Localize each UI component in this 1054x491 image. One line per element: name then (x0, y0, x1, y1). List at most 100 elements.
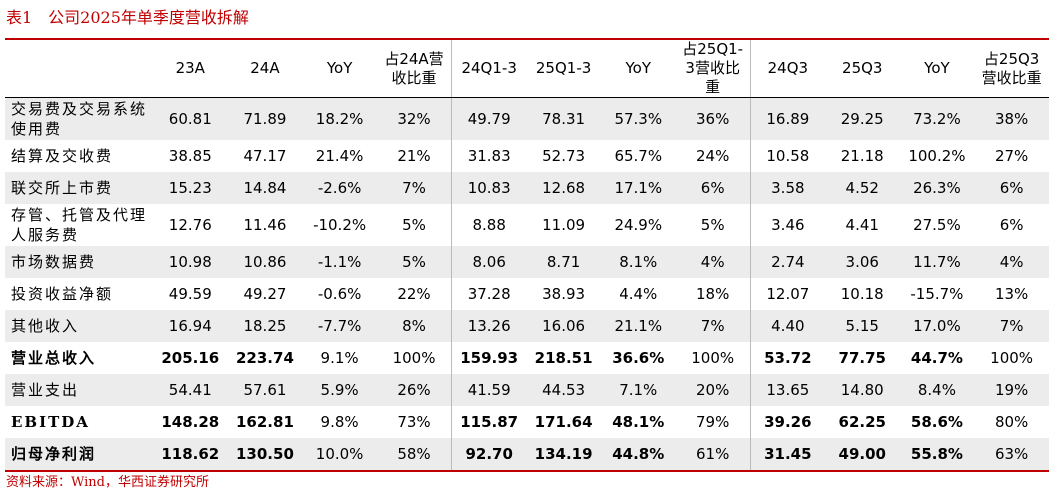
value-cell: 10.58 (766, 147, 810, 165)
value-cell: 49.79 (451, 97, 527, 140)
value-cell: 11.7% (899, 246, 975, 278)
value-cell: -1.1% (302, 246, 377, 278)
column-header: 24Q1-3 (451, 39, 527, 98)
value-cell: 11.46 (243, 216, 287, 234)
table-title: 表1 公司2025年单季度营收拆解 (6, 8, 249, 27)
value-cell: 4.4% (619, 285, 658, 303)
value-cell: 8.71 (526, 246, 601, 278)
value-cell: 7.1% (600, 374, 676, 406)
column-header: 占25Q3营收比重 (974, 39, 1049, 98)
value-cell: 3.58 (750, 172, 825, 204)
row-label: 结算及交收费 (11, 147, 114, 165)
table-row: 其他收入 16.94 18.25 -7.7% 8% 13.26 16.06 21.1% 7% 4.… (5, 310, 1049, 342)
value-cell: 78.31 (526, 97, 601, 140)
value-cell: 73.2% (899, 97, 975, 140)
value-cell: 3.46 (771, 216, 805, 234)
row-label: 市场数据费 (5, 246, 153, 278)
value-cell: 58.6% (910, 413, 963, 431)
value-cell: 171.64 (534, 413, 593, 431)
value-cell: 130.50 (227, 438, 303, 471)
value-cell: 20% (675, 374, 751, 406)
value-cell: -10.2% (313, 216, 367, 234)
column-header: YoY (302, 39, 377, 98)
row-label: 交易费及交易系统使用费 (5, 97, 153, 140)
value-cell: 8% (376, 310, 453, 342)
value-cell: 2.74 (750, 246, 825, 278)
value-cell: 100% (376, 342, 453, 374)
value-cell: 80% (994, 413, 1029, 431)
value-cell: 39.26 (764, 413, 812, 431)
value-cell: 10.83 (451, 172, 527, 204)
value-cell: 36% (675, 97, 751, 140)
column-header (5, 39, 153, 98)
table-row: EBITDA 148.28 162.81 9.8% 73% 115.87 171.64 48.… (5, 406, 1049, 438)
value-cell: 58% (376, 438, 453, 471)
value-cell: 7% (675, 310, 751, 342)
value-cell: 10.86 (227, 246, 303, 278)
value-cell: 37.28 (467, 285, 511, 303)
value-cell: 134.19 (526, 438, 601, 471)
table-row: 市场数据费 10.98 10.86 -1.1% 5% 8.06 8.71 8.1% 4% 2.74… (5, 246, 1049, 278)
value-cell: 4.40 (750, 310, 825, 342)
value-cell: -7.7% (302, 310, 377, 342)
value-cell: 9.8% (320, 413, 359, 431)
row-label: 其他收入 (5, 310, 153, 342)
table-row: 投资收益净额 49.59 49.27 -0.6% 22% 37.28 38.93 4.4% 18… (5, 278, 1049, 310)
value-cell: 4.52 (824, 172, 900, 204)
value-cell: 92.70 (451, 438, 527, 471)
column-header: 占24A营收比重 (376, 39, 453, 98)
value-cell: 47.17 (243, 147, 287, 165)
value-cell: 16.06 (526, 310, 601, 342)
value-cell: 12.68 (526, 172, 601, 204)
value-cell: 4% (974, 246, 1049, 278)
header-row: 23A 24A YoY 占24A营收比重 24Q1-3 25Q1-3 YoY 占25Q1-3营… (5, 39, 1049, 98)
value-cell: 29.25 (824, 97, 900, 140)
value-cell: 6% (974, 172, 1049, 204)
value-cell: 4.41 (845, 216, 879, 234)
value-cell: 44.53 (526, 374, 601, 406)
value-cell: 52.73 (542, 147, 586, 165)
value-cell: 77.75 (838, 349, 886, 367)
value-cell: 9.1% (320, 349, 359, 367)
value-cell: 36.6% (612, 349, 665, 367)
value-cell: 49.00 (824, 438, 900, 471)
value-cell: 26% (376, 374, 453, 406)
table-row: 营业总收入 205.16 223.74 9.1% 100% 159.93 218.51 36.… (5, 342, 1049, 374)
value-cell: 24% (675, 140, 751, 172)
value-cell: -0.6% (317, 285, 362, 303)
row-label: 存管、托管及代理人服务费 (11, 206, 148, 244)
value-cell: 13.65 (750, 374, 825, 406)
value-cell: 57.61 (227, 374, 303, 406)
source-note: 资料来源：Wind，华西证券研究所 (6, 475, 209, 490)
value-cell: 18.25 (227, 310, 303, 342)
value-cell: 7% (974, 310, 1049, 342)
value-cell: 16.94 (152, 310, 228, 342)
value-cell: 10.0% (302, 438, 377, 471)
value-cell: 57.3% (600, 97, 676, 140)
value-cell: 49.27 (243, 285, 287, 303)
value-cell: -2.6% (302, 172, 377, 204)
value-cell: 13% (994, 285, 1029, 303)
value-cell: 5.9% (302, 374, 377, 406)
value-cell: 27% (994, 147, 1029, 165)
value-cell: 38% (974, 97, 1049, 140)
value-cell: 14.80 (824, 374, 900, 406)
table-row: 交易费及交易系统使用费 60.81 71.89 18.2% 32% 49.79 78.31 5… (5, 97, 1049, 140)
column-header: 占25Q1-3营收比重 (675, 39, 751, 98)
value-cell: 17.1% (600, 172, 676, 204)
value-cell: 148.28 (161, 413, 220, 431)
value-cell: 21.1% (600, 310, 676, 342)
value-cell: 32% (376, 97, 453, 140)
value-cell: 4% (675, 246, 751, 278)
value-cell: 65.7% (614, 147, 663, 165)
value-cell: 5% (675, 204, 751, 246)
row-label: 营业总收入 (11, 349, 97, 367)
value-cell: 31.45 (750, 438, 825, 471)
value-cell: 54.41 (152, 374, 228, 406)
value-cell: 27.5% (913, 216, 961, 234)
value-cell: 60.81 (152, 97, 228, 140)
value-cell: 24.9% (614, 216, 663, 234)
column-header: 24A (227, 39, 303, 98)
value-cell: 100% (990, 349, 1034, 367)
